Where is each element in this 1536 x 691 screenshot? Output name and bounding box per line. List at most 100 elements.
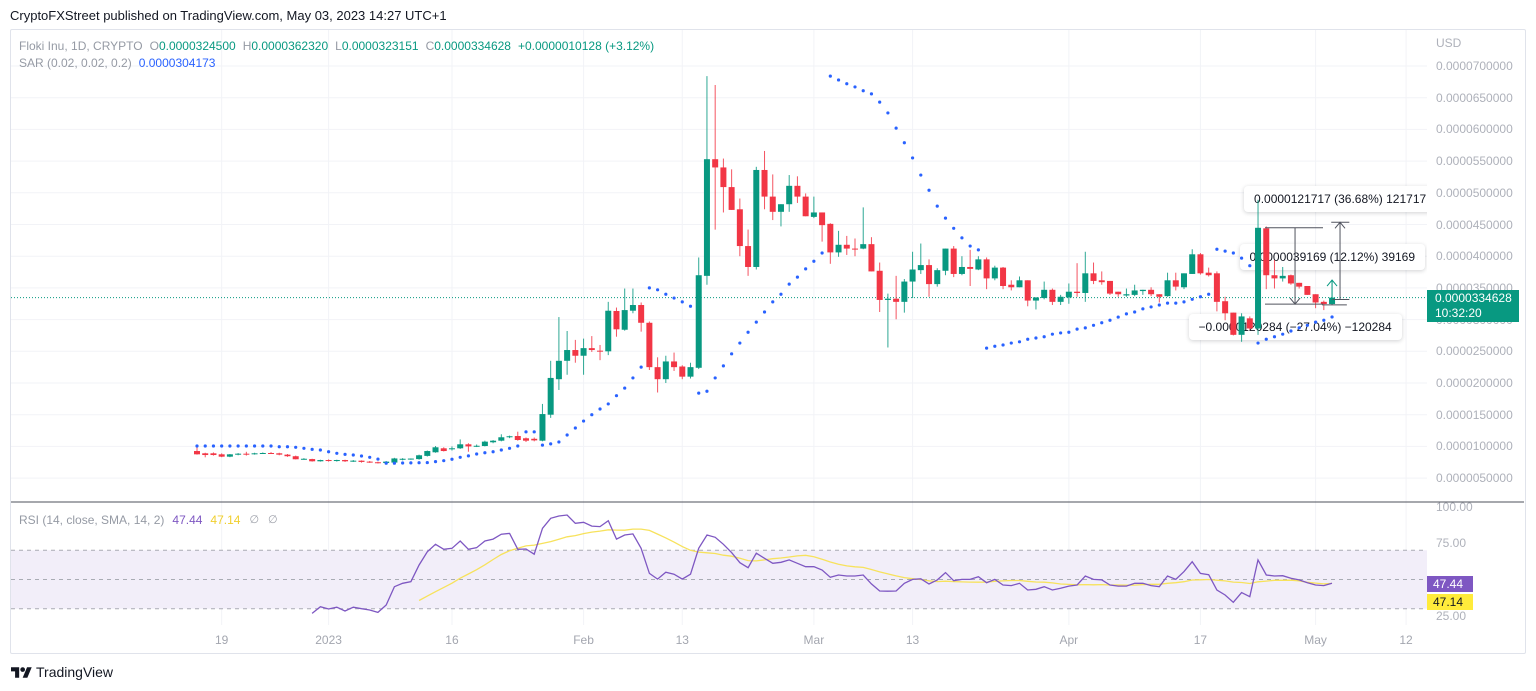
sar-dot — [557, 440, 561, 444]
candle — [366, 460, 373, 463]
sar-dot — [910, 156, 915, 160]
candle-body — [1287, 275, 1294, 284]
candle-body — [958, 266, 965, 274]
candle — [769, 174, 776, 221]
price-tick: 0.0000450000 — [1436, 217, 1513, 232]
candle — [1271, 260, 1278, 289]
candle — [498, 434, 505, 442]
sar-dot — [746, 330, 750, 334]
candle-body — [243, 453, 250, 455]
time-tick: Mar — [803, 633, 825, 647]
candle — [210, 452, 217, 456]
bar-countdown: 10:32:20 — [1435, 306, 1482, 320]
sar-dot — [1305, 323, 1309, 327]
candle — [810, 196, 817, 219]
candle — [1296, 282, 1303, 289]
candle-body — [481, 441, 488, 447]
candle — [490, 440, 497, 444]
candle — [284, 454, 291, 457]
candle-body — [712, 159, 719, 168]
candle-body — [1172, 280, 1179, 287]
price-range-measure[interactable] — [1331, 221, 1350, 300]
rsi-legend[interactable]: RSI (14, close, SMA, 14, 2) 47.44 47.14 … — [19, 512, 278, 528]
candle-body — [1032, 297, 1039, 301]
candle-body — [991, 267, 998, 279]
candle — [202, 452, 209, 458]
candle-body — [210, 453, 217, 456]
candle — [975, 256, 982, 271]
candle-body — [506, 436, 513, 438]
candle-body — [300, 458, 307, 460]
low-key: L — [335, 39, 342, 53]
candle — [539, 403, 546, 442]
time-tick: Feb — [573, 633, 594, 647]
candle — [605, 301, 612, 356]
sar-dot — [1272, 335, 1277, 339]
candle — [802, 193, 809, 217]
candle-body — [572, 350, 579, 356]
price-range-drawings[interactable] — [1265, 221, 1350, 306]
sar-dot — [252, 444, 257, 448]
price-range-label-up-small[interactable]: 0.0000039169 (12.12%) 39169 — [1239, 244, 1426, 271]
sar-dot — [1124, 312, 1129, 316]
price-range-measure[interactable] — [1265, 227, 1324, 305]
candle-body — [926, 265, 933, 285]
sar-dot — [261, 444, 265, 448]
candle-body — [819, 212, 826, 226]
candle — [597, 344, 604, 361]
sar-dot — [1091, 323, 1096, 327]
candle-body — [276, 453, 283, 455]
candle — [465, 443, 472, 452]
chart-frame[interactable] — [10, 29, 1526, 654]
sar-dot — [985, 346, 989, 350]
sar-legend[interactable]: SAR (0.02, 0.02, 0.2) 0.0000304173 — [19, 55, 215, 71]
sar-dot — [688, 304, 693, 308]
candle — [720, 158, 727, 213]
sar-dot — [203, 444, 207, 448]
rsi-tick: 25.00 — [1436, 609, 1467, 623]
candle-body — [1041, 289, 1048, 299]
main-pane[interactable] — [11, 74, 1427, 465]
sar-dot — [269, 444, 273, 448]
sar-dot — [787, 282, 791, 286]
sar-dot — [952, 226, 956, 230]
sar-dot — [573, 426, 577, 430]
candle-body — [465, 444, 472, 447]
candle-body — [588, 348, 595, 351]
rsi-tick: 100.00 — [1436, 499, 1473, 514]
sar-dot — [771, 300, 775, 304]
candle-body — [1189, 254, 1196, 274]
tradingview-logo-icon[interactable] — [11, 666, 32, 679]
last-price-value: 0.0000334628 — [1435, 291, 1512, 305]
candle-body — [1296, 282, 1303, 287]
sar-dot — [1026, 337, 1030, 341]
change-value: +0.0000010128 (+3.12%) — [517, 39, 655, 53]
main-legend: Floki Inu, 1D, CRYPTO O 0.0000324500 H 0.0… — [19, 38, 654, 54]
candle-body — [1106, 280, 1113, 294]
rsi-pane[interactable] — [311, 514, 1333, 614]
candle — [218, 453, 225, 458]
sar-dot — [861, 89, 865, 93]
candle — [523, 437, 529, 442]
price-range-label-up-large[interactable]: 0.0000121717 (36.68%) 121717 — [1244, 186, 1427, 213]
sar-dot — [845, 82, 849, 86]
sar-dot — [433, 460, 438, 464]
candle-body — [284, 454, 291, 457]
candle — [440, 447, 447, 452]
candle — [621, 288, 628, 331]
candle-body — [268, 452, 275, 454]
candle-body — [432, 447, 439, 453]
candle — [909, 251, 916, 299]
candle — [555, 317, 562, 390]
candle — [1008, 280, 1015, 291]
tradingview-brand-link[interactable]: TradingView — [36, 664, 114, 680]
candlestick-series — [194, 76, 1336, 464]
price-range-measure[interactable] — [1322, 279, 1347, 306]
publish-attribution: CryptoFXStreet published on TradingView.… — [10, 8, 447, 23]
sar-dot — [1223, 249, 1227, 253]
candle-body — [547, 377, 554, 415]
currency-label[interactable]: USD — [1436, 36, 1462, 50]
candle — [1246, 316, 1253, 330]
candle-body — [810, 212, 817, 217]
